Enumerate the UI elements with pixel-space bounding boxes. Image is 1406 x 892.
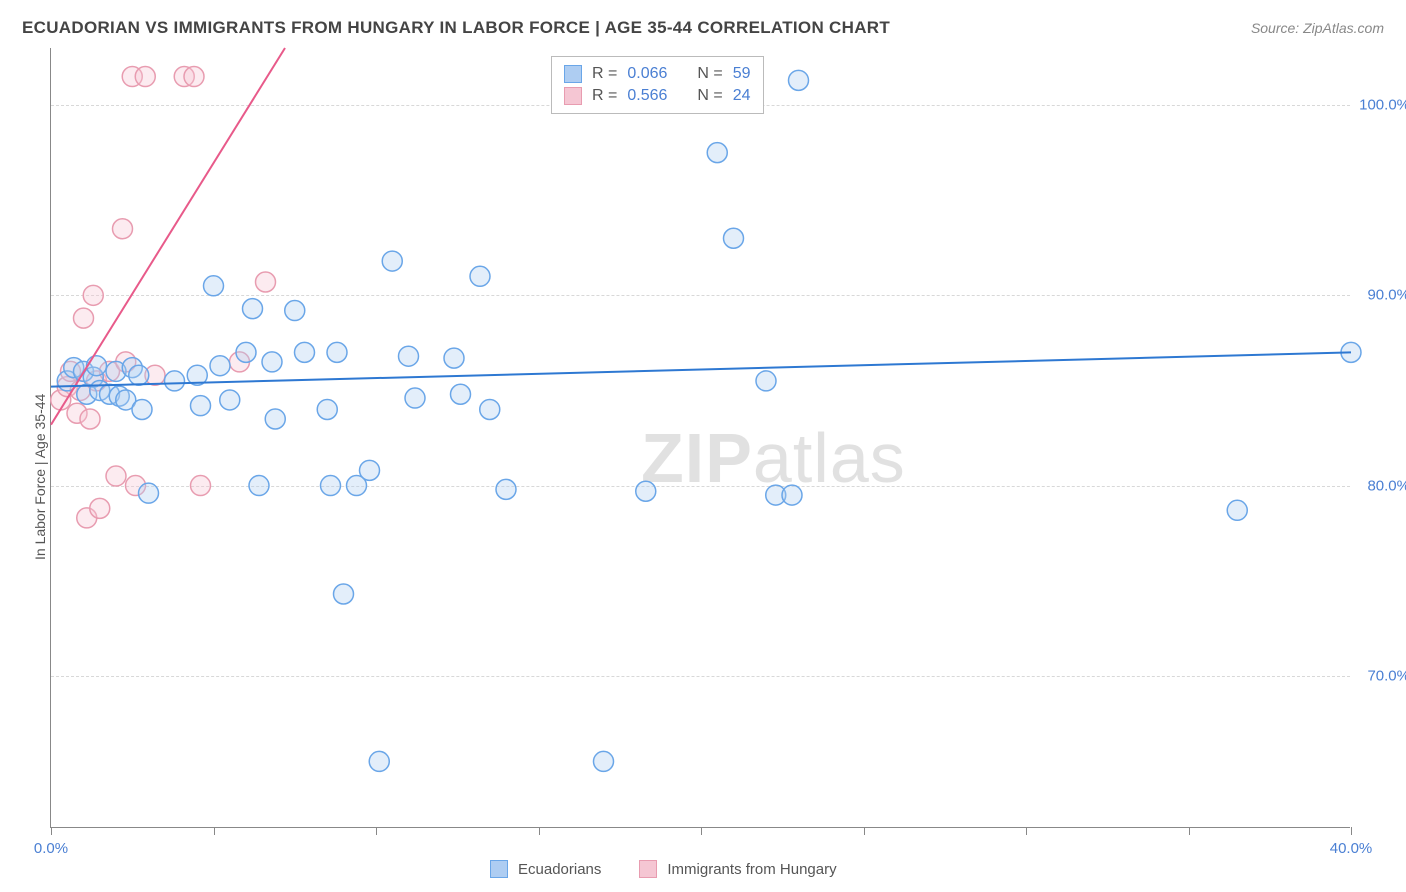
series-a-point — [594, 751, 614, 771]
legend-swatch-b — [639, 860, 657, 878]
series-b-point — [106, 466, 126, 486]
series-a-point — [132, 399, 152, 419]
series-a-point — [360, 460, 380, 480]
series-b-point — [135, 67, 155, 87]
series-b-point — [256, 272, 276, 292]
source-attribution: Source: ZipAtlas.com — [1251, 20, 1384, 36]
series-a-point — [321, 476, 341, 496]
n-value-a: 59 — [733, 65, 751, 83]
series-a-point — [220, 390, 240, 410]
y-tick-label: 90.0% — [1355, 287, 1406, 304]
series-a-point — [285, 301, 305, 321]
series-a-point — [405, 388, 425, 408]
series-a-point — [87, 356, 107, 376]
x-tick-label: 40.0% — [1330, 840, 1373, 857]
x-tick — [864, 827, 865, 835]
legend-swatch-a — [564, 65, 582, 83]
r-label: R = — [592, 87, 617, 105]
chart-container: ECUADORIAN VS IMMIGRANTS FROM HUNGARY IN… — [0, 0, 1406, 892]
series-a-point — [782, 485, 802, 505]
series-b-trendline — [51, 48, 285, 425]
series-a-point — [724, 228, 744, 248]
series-a-point — [129, 365, 149, 385]
series-a-point — [636, 481, 656, 501]
series-a-point — [204, 276, 224, 296]
series-a-point — [236, 342, 256, 362]
legend-swatch-b — [564, 87, 582, 105]
series-a-point — [262, 352, 282, 372]
x-tick — [51, 827, 52, 835]
series-a-point — [382, 251, 402, 271]
series-a-point — [1227, 500, 1247, 520]
legend-stats: R = 0.066 N = 59 R = 0.566 N = 24 — [551, 56, 764, 114]
r-value-a: 0.066 — [627, 65, 667, 83]
legend-stats-row-a: R = 0.066 N = 59 — [564, 63, 751, 85]
legend-stats-row-b: R = 0.566 N = 24 — [564, 85, 751, 107]
scatter-svg — [51, 48, 1350, 827]
series-b-point — [191, 476, 211, 496]
series-a-point — [444, 348, 464, 368]
series-b-point — [80, 409, 100, 429]
y-tick-label: 70.0% — [1355, 667, 1406, 684]
r-label: R = — [592, 65, 617, 83]
series-a-point — [496, 479, 516, 499]
series-a-point — [165, 371, 185, 391]
y-tick-label: 100.0% — [1355, 97, 1406, 114]
series-a-point — [399, 346, 419, 366]
x-tick — [1189, 827, 1190, 835]
series-a-point — [249, 476, 269, 496]
series-a-point — [243, 299, 263, 319]
x-tick — [1026, 827, 1027, 835]
n-label: N = — [697, 65, 722, 83]
x-tick-label: 0.0% — [34, 840, 68, 857]
x-tick — [214, 827, 215, 835]
legend-label-b: Immigrants from Hungary — [667, 861, 836, 878]
series-a-point — [369, 751, 389, 771]
x-tick — [539, 827, 540, 835]
series-a-point — [139, 483, 159, 503]
legend-swatch-a — [490, 860, 508, 878]
chart-title: ECUADORIAN VS IMMIGRANTS FROM HUNGARY IN… — [22, 18, 890, 38]
n-value-b: 24 — [733, 87, 751, 105]
series-b-point — [113, 219, 133, 239]
series-b-point — [90, 498, 110, 518]
x-tick — [376, 827, 377, 835]
series-b-point — [74, 308, 94, 328]
legend-label-a: Ecuadorians — [518, 861, 601, 878]
series-a-point — [265, 409, 285, 429]
y-tick-label: 80.0% — [1355, 477, 1406, 494]
series-a-point — [470, 266, 490, 286]
x-tick — [1351, 827, 1352, 835]
series-b-point — [184, 67, 204, 87]
series-a-point — [480, 399, 500, 419]
series-a-point — [317, 399, 337, 419]
n-label: N = — [697, 87, 722, 105]
x-tick — [701, 827, 702, 835]
y-axis-label: In Labor Force | Age 35-44 — [32, 394, 48, 560]
series-a-point — [756, 371, 776, 391]
series-a-point — [191, 396, 211, 416]
series-a-point — [789, 70, 809, 90]
plot-area: 70.0%80.0%90.0%100.0% 0.0%40.0% ZIPatlas… — [50, 48, 1350, 828]
series-a-point — [334, 584, 354, 604]
series-b-point — [83, 285, 103, 305]
series-a-point — [295, 342, 315, 362]
series-a-point — [451, 384, 471, 404]
title-bar: ECUADORIAN VS IMMIGRANTS FROM HUNGARY IN… — [22, 18, 1384, 38]
r-value-b: 0.566 — [627, 87, 667, 105]
series-a-point — [707, 143, 727, 163]
series-a-point — [210, 356, 230, 376]
series-a-point — [327, 342, 347, 362]
legend-series: Ecuadorians Immigrants from Hungary — [490, 860, 837, 878]
